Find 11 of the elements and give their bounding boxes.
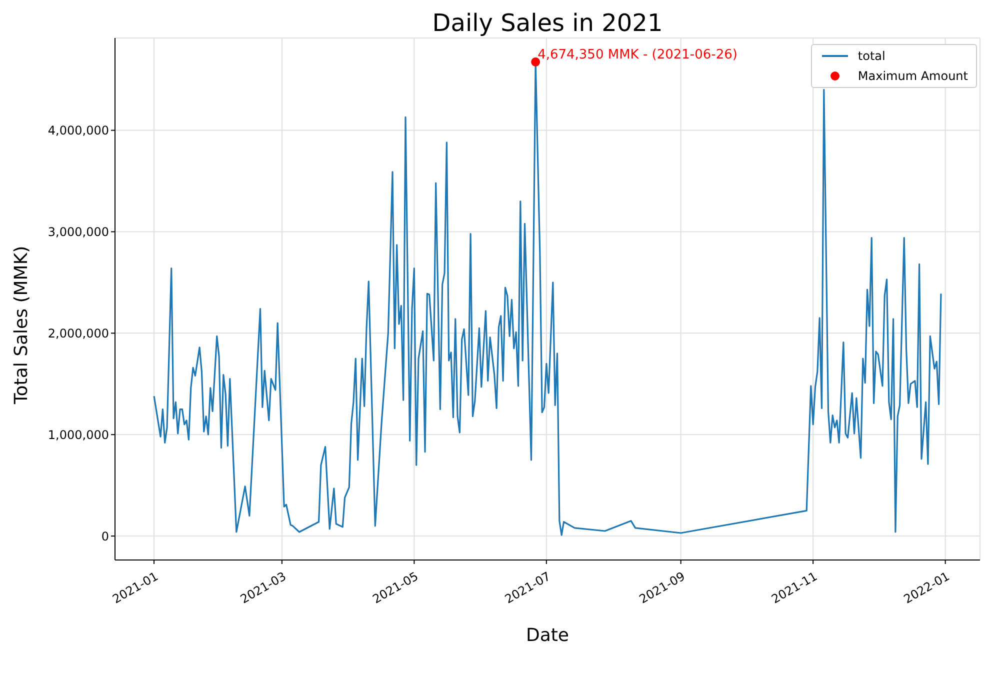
- legend-label: total: [858, 49, 886, 63]
- annotation: 4,674,350 MMK - (2021-06-26): [538, 48, 738, 63]
- y-tick-label: 0: [101, 529, 109, 544]
- y-tick-label: 2,000,000: [48, 326, 109, 340]
- y-tick-label: 3,000,000: [48, 225, 109, 240]
- chart-title: Daily Sales in 2021: [431, 8, 664, 38]
- y-tick-label: 4,000,000: [48, 124, 109, 138]
- x-axis-title: Date: [526, 625, 570, 646]
- y-axis-title: Total Sales (MMK): [10, 244, 33, 406]
- legend-label: Maximum Amount: [858, 69, 968, 83]
- y-tick-label: 1,000,000: [48, 428, 109, 442]
